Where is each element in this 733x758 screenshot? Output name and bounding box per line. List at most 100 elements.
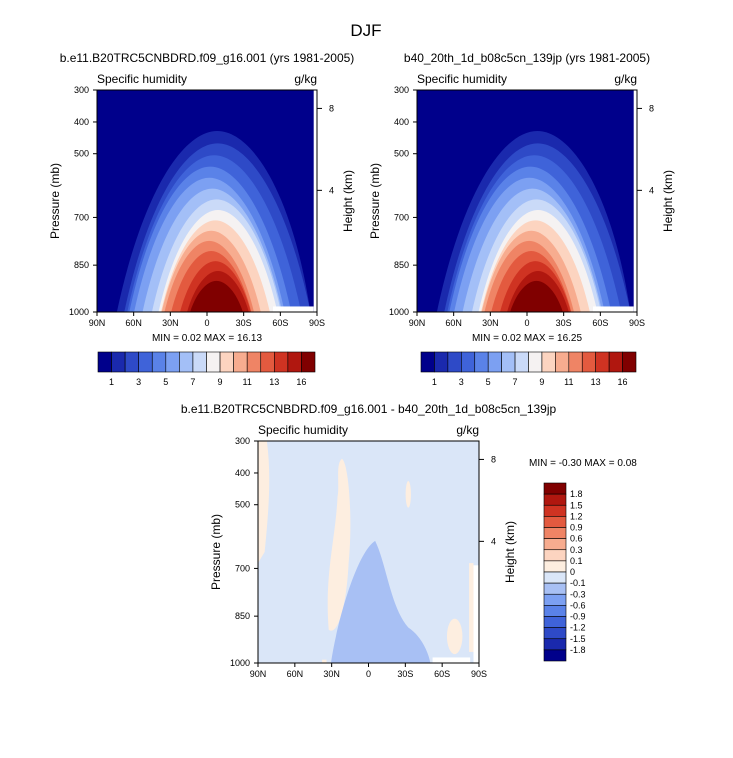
colorbar-swatch — [461, 351, 476, 373]
colorbar-label: 16 — [296, 377, 306, 387]
colorbar-swatch — [124, 351, 139, 373]
colorbar-label: 1.2 — [570, 511, 583, 521]
colorbar-label: 5 — [163, 377, 168, 387]
colorbar-swatch — [420, 351, 435, 373]
x-tick-label: 0 — [524, 318, 529, 328]
colorbar-label: 1.5 — [570, 500, 583, 510]
colorbar-swatch — [543, 482, 567, 495]
y-axis-label: Pressure (mb) — [209, 514, 223, 590]
colorbar-swatch — [487, 351, 502, 373]
colorbar-swatch — [543, 493, 567, 506]
positive-region — [446, 618, 463, 655]
positive-region — [405, 480, 411, 508]
y-tick-label: 1000 — [69, 307, 89, 317]
negative-region — [330, 540, 431, 663]
x-tick-label: 90N — [250, 669, 267, 679]
colorbar-label: 0.6 — [570, 534, 583, 544]
colorbar-label: -1.8 — [570, 645, 586, 655]
x-tick-label: 60N — [125, 318, 142, 328]
x-tick-label: 30N — [162, 318, 179, 328]
y-tick-label: 500 — [235, 500, 250, 510]
colorbar-swatch — [192, 351, 207, 373]
colorbar-label: 13 — [591, 377, 601, 387]
colorbar-label: -0.6 — [570, 600, 586, 610]
colorbar-label: 11 — [243, 377, 252, 387]
x-tick-label: 30N — [323, 669, 340, 679]
panel-diff: 90N 60N 30N 0 30S 60S 90S 300 400 500 700 850 1000 8 4… — [181, 402, 637, 679]
colorbar-swatch — [165, 351, 180, 373]
variable-label: Specific humidity — [258, 423, 348, 437]
colorbar-label: 1.8 — [570, 489, 583, 499]
colorbar-swatch — [595, 351, 610, 373]
y-tick-label: 400 — [394, 117, 409, 127]
y2-axis-label: Height (km) — [661, 170, 675, 232]
colorbar-swatch — [622, 351, 637, 373]
x-tick-label: 0 — [366, 669, 371, 679]
colorbar-swatch — [541, 351, 556, 373]
colorbar-label: 9 — [539, 377, 544, 387]
variable-label: Specific humidity — [417, 72, 507, 86]
missing-data-region — [432, 657, 471, 664]
x-tick-label: 90N — [89, 318, 106, 328]
x-tick-label: 90N — [409, 318, 426, 328]
colorbar-label: 9 — [218, 377, 223, 387]
colorbar-label: 5 — [486, 377, 491, 387]
y2-tick-label: 8 — [329, 103, 334, 113]
colorbar-swatch — [151, 351, 167, 373]
colorbar-swatch — [447, 351, 462, 373]
units-label: g/kg — [614, 72, 637, 86]
contour-band — [190, 280, 243, 312]
min-max-label: MIN = -0.30 MAX = 0.08 — [529, 458, 637, 469]
positive-region — [322, 659, 327, 663]
y2-axis-label: Height (km) — [503, 521, 517, 583]
colorbar-swatch — [543, 649, 567, 662]
colorbar-swatch — [543, 516, 567, 528]
panel-right: 90N 60N 30N 0 30S 60S 90S 300 400 500 700 850 1000 8 4… — [368, 51, 675, 387]
y-tick-label: 400 — [74, 117, 89, 127]
colorbar-swatch — [301, 351, 316, 373]
colorbar-swatch — [474, 351, 489, 373]
colorbar-swatch — [111, 351, 126, 373]
positive-region — [469, 563, 474, 652]
y2-tick-label: 8 — [649, 103, 654, 113]
missing-data-edge — [473, 565, 479, 663]
colorbar-swatch — [555, 351, 570, 373]
y-tick-label: 500 — [394, 149, 409, 159]
colorbar-label: -0.9 — [570, 612, 586, 622]
colorbar-swatch — [608, 351, 623, 373]
colorbar-swatch — [581, 351, 596, 373]
colorbar-label: 7 — [190, 377, 195, 387]
colorbar-swatch — [543, 605, 567, 617]
colorbar-swatch — [543, 538, 567, 551]
min-max-label: MIN = 0.02 MAX = 16.13 — [152, 333, 262, 344]
y2-tick-label: 4 — [649, 185, 654, 195]
y-axis-label: Pressure (mb) — [48, 163, 62, 239]
y2-tick-label: 8 — [491, 454, 496, 464]
y-tick-label: 700 — [235, 563, 250, 573]
y-tick-label: 850 — [74, 260, 89, 270]
x-tick-label: 90S — [309, 318, 325, 328]
colorbar-label: 1 — [432, 377, 437, 387]
x-tick-label: 30N — [482, 318, 499, 328]
y-tick-label: 300 — [74, 85, 89, 95]
x-tick-label: 90S — [629, 318, 645, 328]
colorbar-swatch — [543, 582, 567, 595]
colorbar-label: 11 — [564, 377, 573, 387]
colorbar-swatch — [568, 351, 583, 373]
missing-data-region — [593, 306, 634, 313]
y-tick-label: 700 — [394, 212, 409, 222]
units-label: g/kg — [456, 423, 479, 437]
y-tick-label: 1000 — [230, 658, 250, 668]
y-tick-label: 400 — [235, 468, 250, 478]
contour-band — [510, 280, 563, 312]
colorbar-swatch — [206, 351, 221, 373]
panel-title: b.e11.B20TRC5CNBDRD.f09_g16.001 - b40_20… — [181, 402, 557, 416]
colorbar-swatch — [274, 351, 289, 373]
colorbar-label: -0.1 — [570, 578, 586, 588]
colorbar-swatch — [97, 351, 112, 373]
y-tick-label: 300 — [394, 85, 409, 95]
colorbar-swatch — [543, 504, 567, 517]
colorbar-label: 3 — [136, 377, 141, 387]
colorbar-swatch — [543, 627, 567, 640]
colorbar-label: -0.3 — [570, 589, 586, 599]
